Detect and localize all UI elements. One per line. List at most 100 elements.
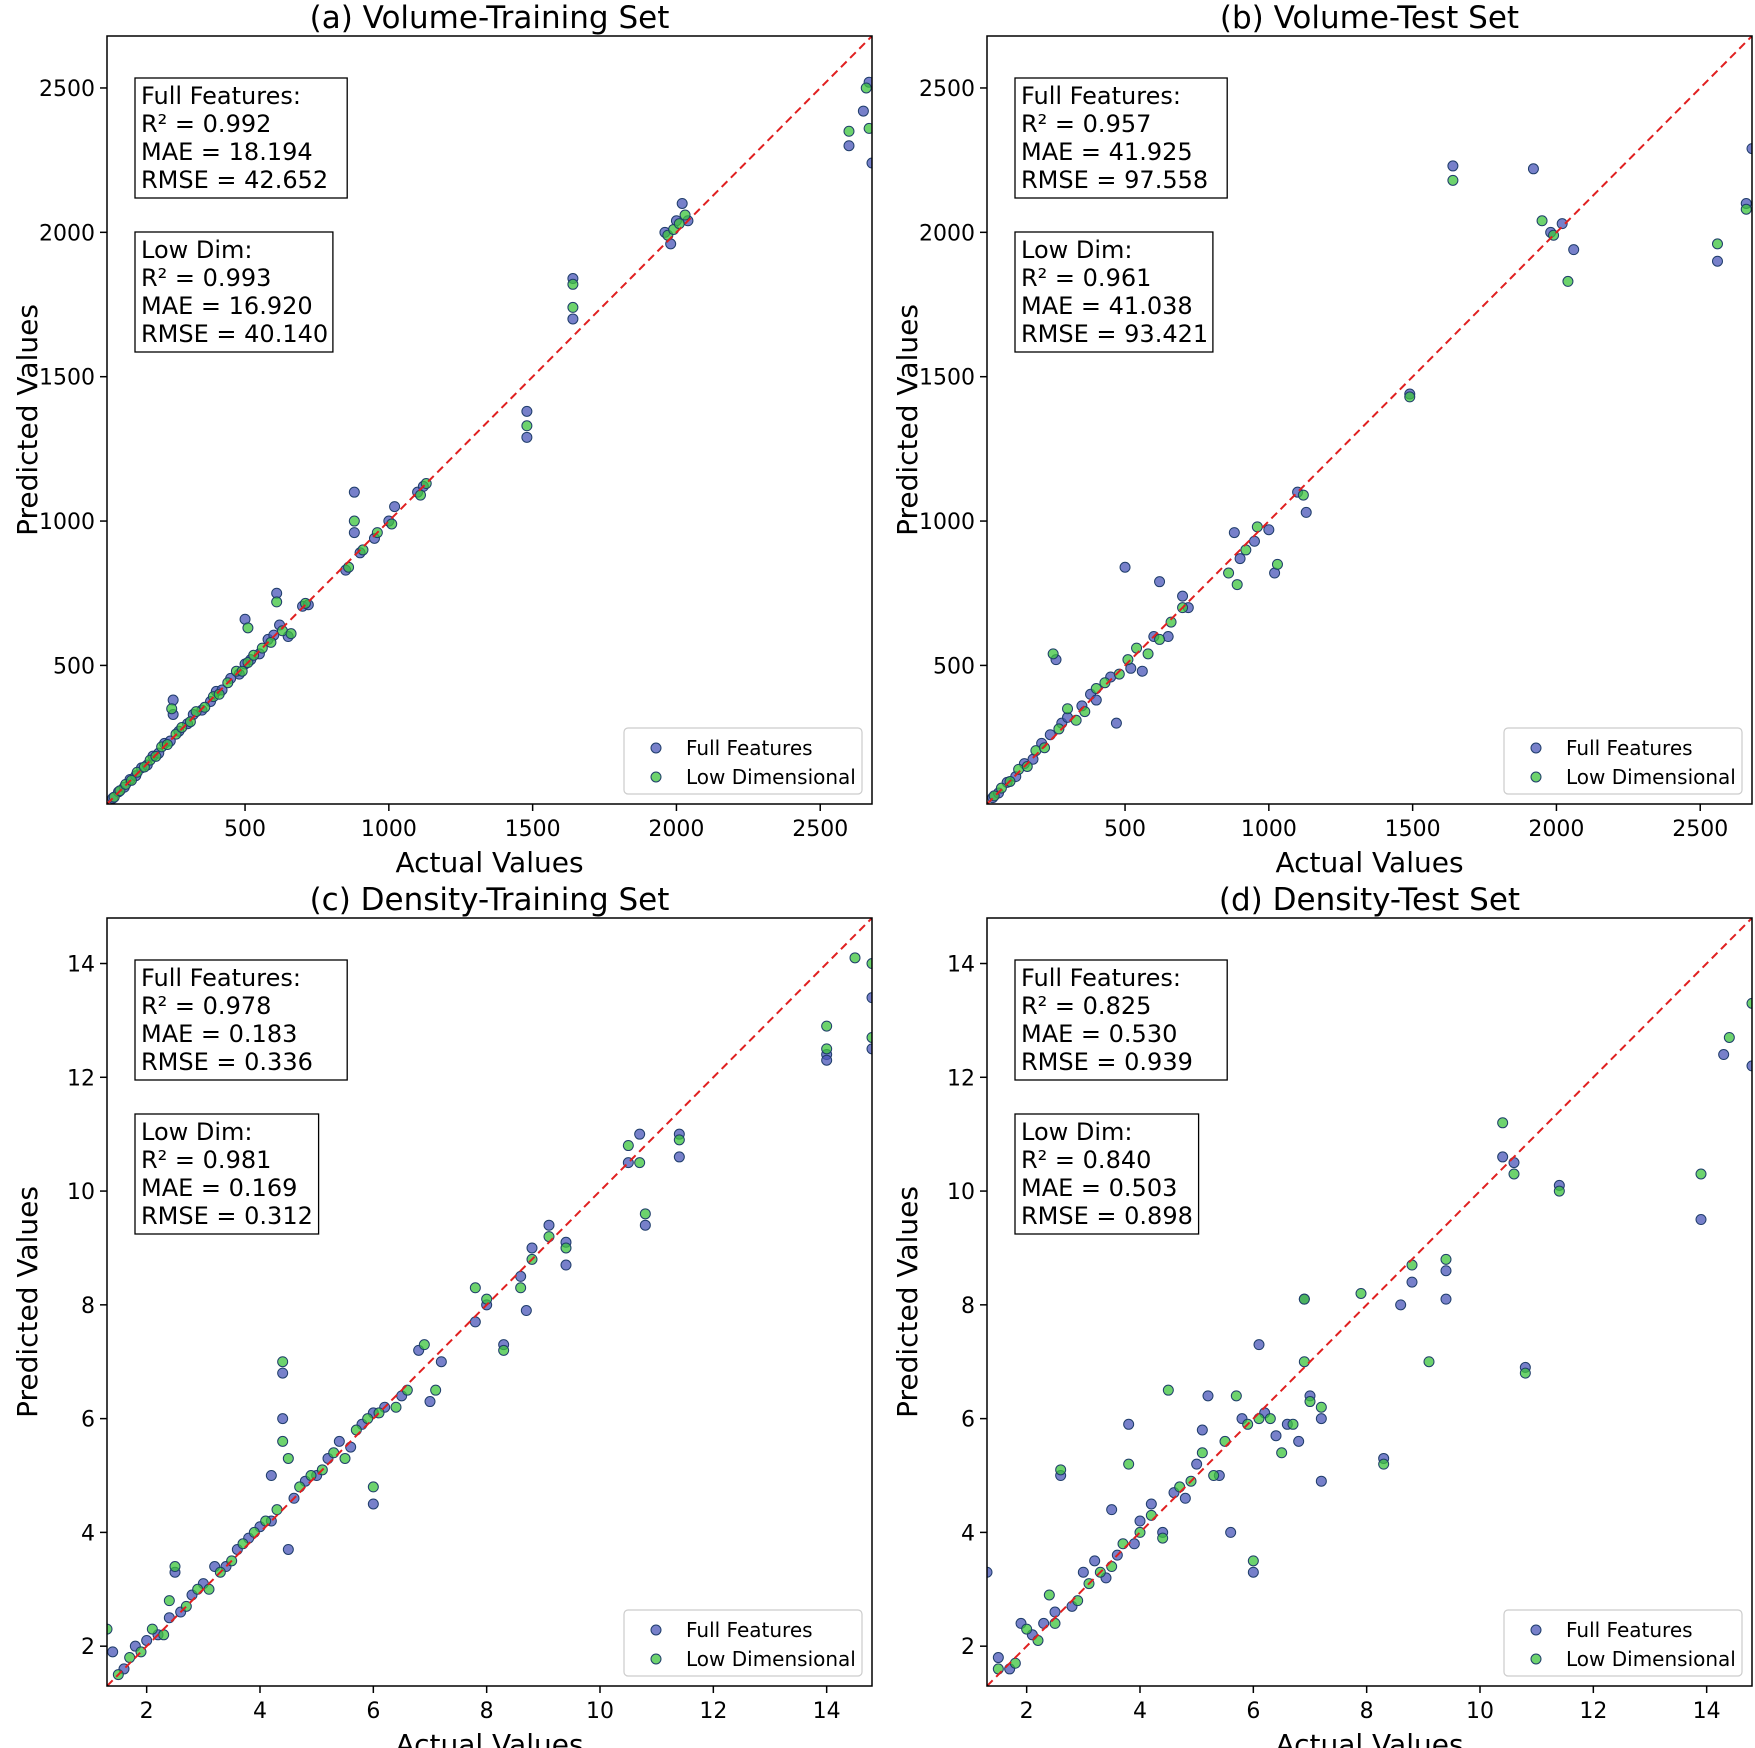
stats-line: Full Features: — [1021, 82, 1181, 110]
point-full-features — [277, 1367, 289, 1379]
point-full-features — [843, 140, 855, 152]
point-full-features — [1134, 1515, 1146, 1527]
y-tick-label: 1000 — [919, 510, 975, 535]
point-low-dimensional — [1497, 1117, 1509, 1129]
y-tick-label: 1000 — [39, 510, 95, 535]
stats-line: MAE = 0.169 — [141, 1174, 297, 1202]
point-full-features — [560, 1259, 572, 1271]
point-low-dimensional — [1162, 1384, 1174, 1396]
point-full-features — [987, 1566, 993, 1578]
y-axis-label: Predicted Values — [891, 304, 924, 536]
stats-line: RMSE = 42.652 — [141, 166, 328, 194]
point-full-features — [1110, 717, 1122, 729]
stats-line: Low Dim: — [1021, 236, 1133, 264]
stats-box-frame — [1014, 231, 1214, 353]
identity-line — [107, 918, 872, 1686]
point-low-dimensional — [1298, 1293, 1310, 1305]
point-low-dimensional — [107, 1623, 113, 1635]
point-low-dimensional — [1122, 654, 1134, 666]
y-tick-label: 1500 — [919, 366, 975, 391]
stats-line: MAE = 41.925 — [1021, 138, 1193, 166]
point-low-dimensional — [1208, 1470, 1220, 1482]
stats-line: RMSE = 40.140 — [141, 320, 328, 348]
point-low-dimensional — [1297, 489, 1309, 501]
point-full-features — [1228, 527, 1240, 539]
y-tick-label: 10 — [947, 1180, 975, 1205]
stats-box-frame — [1014, 1113, 1200, 1235]
point-full-features — [866, 1043, 872, 1055]
identity-line — [987, 36, 1752, 804]
point-low-dimensional — [498, 1344, 510, 1356]
x-tick-label: 2500 — [792, 817, 848, 842]
point-full-features — [1106, 1504, 1118, 1516]
legend-label-low-dimensional: Low Dimensional — [1566, 765, 1736, 789]
stats-line: R² = 0.957 — [1021, 110, 1151, 138]
point-low-dimensional — [521, 420, 533, 432]
legend: Full Features Low Dimensional — [1503, 727, 1743, 795]
legend: Full Features Low Dimensional — [623, 1609, 863, 1677]
point-full-features — [389, 501, 401, 513]
x-tick-label: 500 — [224, 817, 266, 842]
point-full-features — [1497, 1151, 1509, 1163]
legend-marker-low-dimensional — [1530, 1653, 1542, 1665]
point-low-dimensional — [386, 518, 398, 530]
point-low-dimensional — [277, 1435, 289, 1447]
identity-line — [107, 36, 872, 804]
point-full-features — [1293, 1435, 1305, 1447]
stats-box-frame — [134, 231, 334, 353]
chart-panel-2: (b) Volume-Test Set Actual Values Predicte… — [891, 0, 1753, 879]
legend-label-full-features: Full Features — [686, 1618, 813, 1642]
point-low-dimensional — [1251, 521, 1263, 533]
point-low-dimensional — [1508, 1168, 1520, 1180]
point-full-features — [1395, 1299, 1407, 1311]
legend-frame — [623, 1609, 863, 1677]
x-tick-label: 14 — [813, 1699, 841, 1724]
point-low-dimensional — [348, 515, 360, 527]
y-tick-label: 10 — [67, 1180, 95, 1205]
point-full-features — [1556, 218, 1568, 230]
point-low-dimensional — [1099, 677, 1111, 689]
point-full-features — [1270, 1430, 1282, 1442]
legend-label-low-dimensional: Low Dimensional — [686, 765, 856, 789]
stats-box-frame — [1014, 77, 1228, 199]
point-low-dimensional — [860, 82, 872, 94]
point-low-dimensional — [1440, 1253, 1452, 1265]
point-low-dimensional — [1447, 174, 1459, 186]
point-low-dimensional — [634, 1157, 646, 1169]
point-low-dimensional — [481, 1293, 493, 1305]
stats-line: Low Dim: — [141, 236, 253, 264]
legend-label-low-dimensional: Low Dimensional — [686, 1647, 856, 1671]
point-full-features — [282, 1543, 294, 1555]
point-low-dimensional — [1240, 544, 1252, 556]
point-low-dimensional — [1287, 1418, 1299, 1430]
point-low-dimensional — [863, 122, 872, 134]
point-low-dimensional — [1021, 760, 1033, 772]
point-full-features — [1196, 1424, 1208, 1436]
point-low-dimensional — [567, 301, 579, 313]
point-full-features — [1440, 1265, 1452, 1277]
point-full-features — [1711, 255, 1723, 267]
stats-line: RMSE = 0.336 — [141, 1048, 313, 1076]
point-low-dimensional — [1230, 1390, 1242, 1402]
point-low-dimensional — [866, 1031, 872, 1043]
stats-line: RMSE = 97.558 — [1021, 166, 1208, 194]
point-full-features — [333, 1435, 345, 1447]
point-low-dimensional — [1740, 203, 1752, 215]
y-tick-label: 14 — [67, 953, 95, 978]
point-full-features — [1406, 1276, 1418, 1288]
point-low-dimensional — [271, 1504, 283, 1516]
point-low-dimensional — [821, 1043, 833, 1055]
x-tick-label: 10 — [586, 1699, 614, 1724]
legend-label-full-features: Full Features — [1566, 736, 1693, 760]
legend-marker-low-dimensional — [650, 771, 662, 783]
point-low-dimensional — [248, 649, 260, 661]
y-axis-label: Predicted Values — [11, 1186, 44, 1418]
point-low-dimensional — [1043, 1589, 1055, 1601]
point-low-dimensional — [146, 1623, 158, 1635]
point-full-features — [866, 157, 872, 169]
point-low-dimensional — [357, 544, 369, 556]
x-tick-label: 2 — [140, 1699, 154, 1724]
point-low-dimensional — [339, 1452, 351, 1464]
y-tick-label: 500 — [933, 654, 975, 679]
